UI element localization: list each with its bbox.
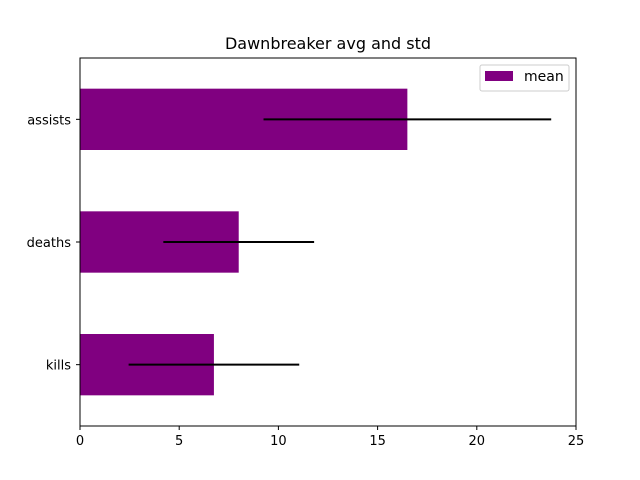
legend-swatch-mean — [485, 71, 513, 81]
x-tick-label: 20 — [469, 434, 486, 449]
x-tick-label: 15 — [369, 434, 386, 449]
y-tick-label: assists — [27, 113, 71, 128]
error-bars-layer — [128, 118, 552, 366]
x-tick-label: 5 — [175, 434, 183, 449]
x-tick-label: 10 — [270, 434, 287, 449]
y-axis: kills deaths assists — [27, 113, 80, 374]
legend: mean — [479, 64, 570, 92]
x-axis: 0 5 10 15 20 25 — [76, 426, 584, 449]
x-tick-label: 25 — [568, 434, 585, 449]
legend-label-mean: mean — [524, 69, 564, 85]
x-tick-label: 0 — [76, 434, 84, 449]
y-tick-label: kills — [46, 359, 71, 374]
chart-title: Dawnbreaker avg and std — [225, 34, 431, 53]
y-tick-label: deaths — [27, 236, 72, 251]
